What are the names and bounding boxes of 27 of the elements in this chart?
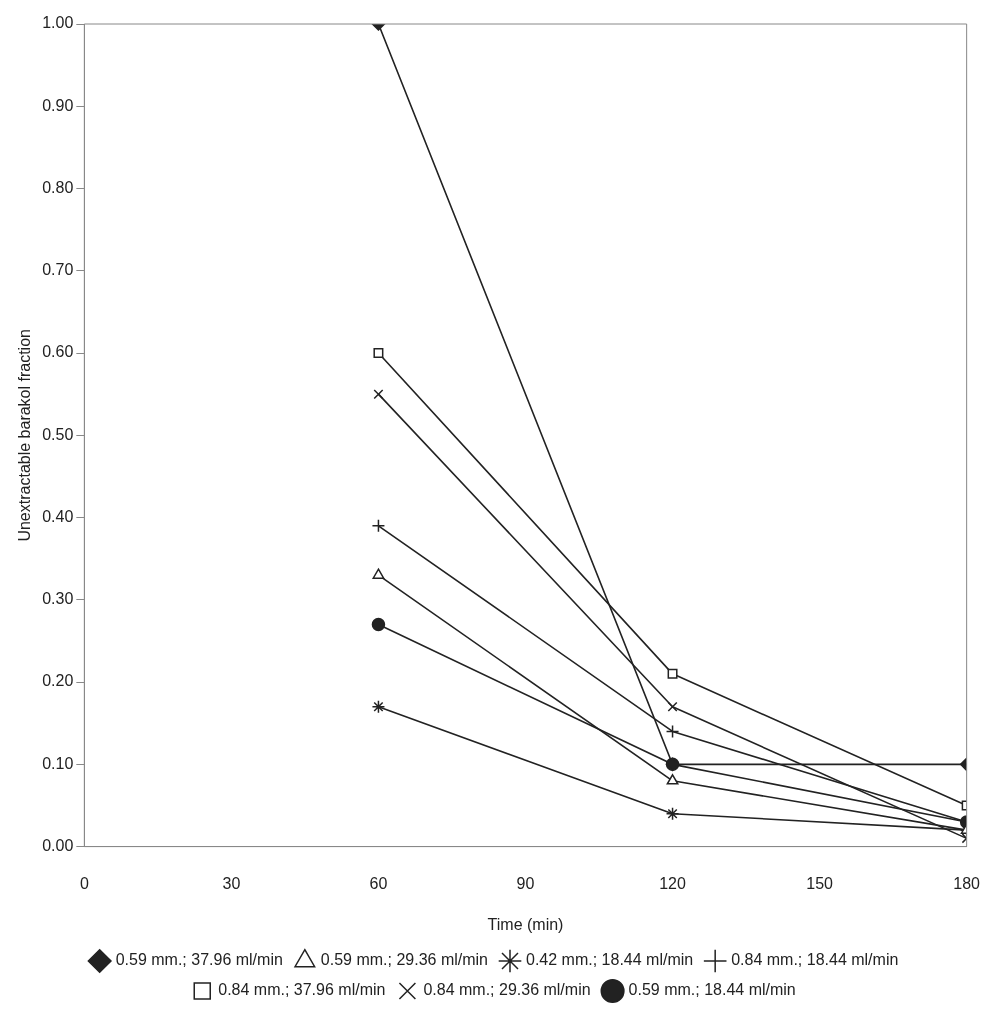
x-tick-label: 180 xyxy=(953,874,981,892)
x-tick-label: 150 xyxy=(806,874,834,892)
y-tick-label: 0.50 xyxy=(42,425,74,443)
y-tick-label: 0.40 xyxy=(42,507,74,525)
legend-label: 0.42 mm.; 18.44 ml/min xyxy=(526,951,694,969)
legend-label: 0.84 mm.; 37.96 ml/min xyxy=(218,981,386,999)
y-tick-label: 0.10 xyxy=(42,754,74,772)
legend-label: 0.59 mm.; 18.44 ml/min xyxy=(628,981,796,999)
legend-label: 0.84 mm.; 18.44 ml/min xyxy=(731,951,899,969)
x-tick-label: 0 xyxy=(79,874,89,892)
legend-label: 0.84 mm.; 29.36 ml/min xyxy=(423,981,591,999)
y-tick-label: 1.00 xyxy=(42,14,74,32)
y-tick-label: 0.00 xyxy=(42,837,74,855)
legend-label: 0.59 mm.; 29.36 ml/min xyxy=(320,951,488,969)
y-tick-label: 0.80 xyxy=(42,178,74,196)
legend-label: 0.59 mm.; 37.96 ml/min xyxy=(115,951,283,969)
x-axis-title: Time (min) xyxy=(487,915,564,933)
x-tick-label: 30 xyxy=(222,874,241,892)
y-tick-label: 0.60 xyxy=(42,343,74,361)
x-tick-label: 90 xyxy=(516,874,535,892)
y-tick-label: 0.20 xyxy=(42,672,74,690)
x-tick-label: 120 xyxy=(659,874,686,892)
y-tick-label: 0.90 xyxy=(42,96,74,114)
y-tick-label: 0.70 xyxy=(42,261,74,279)
y-axis-title: Unextractable barakol fraction xyxy=(16,329,34,542)
y-tick-label: 0.30 xyxy=(42,590,74,608)
x-tick-label: 60 xyxy=(369,874,388,892)
